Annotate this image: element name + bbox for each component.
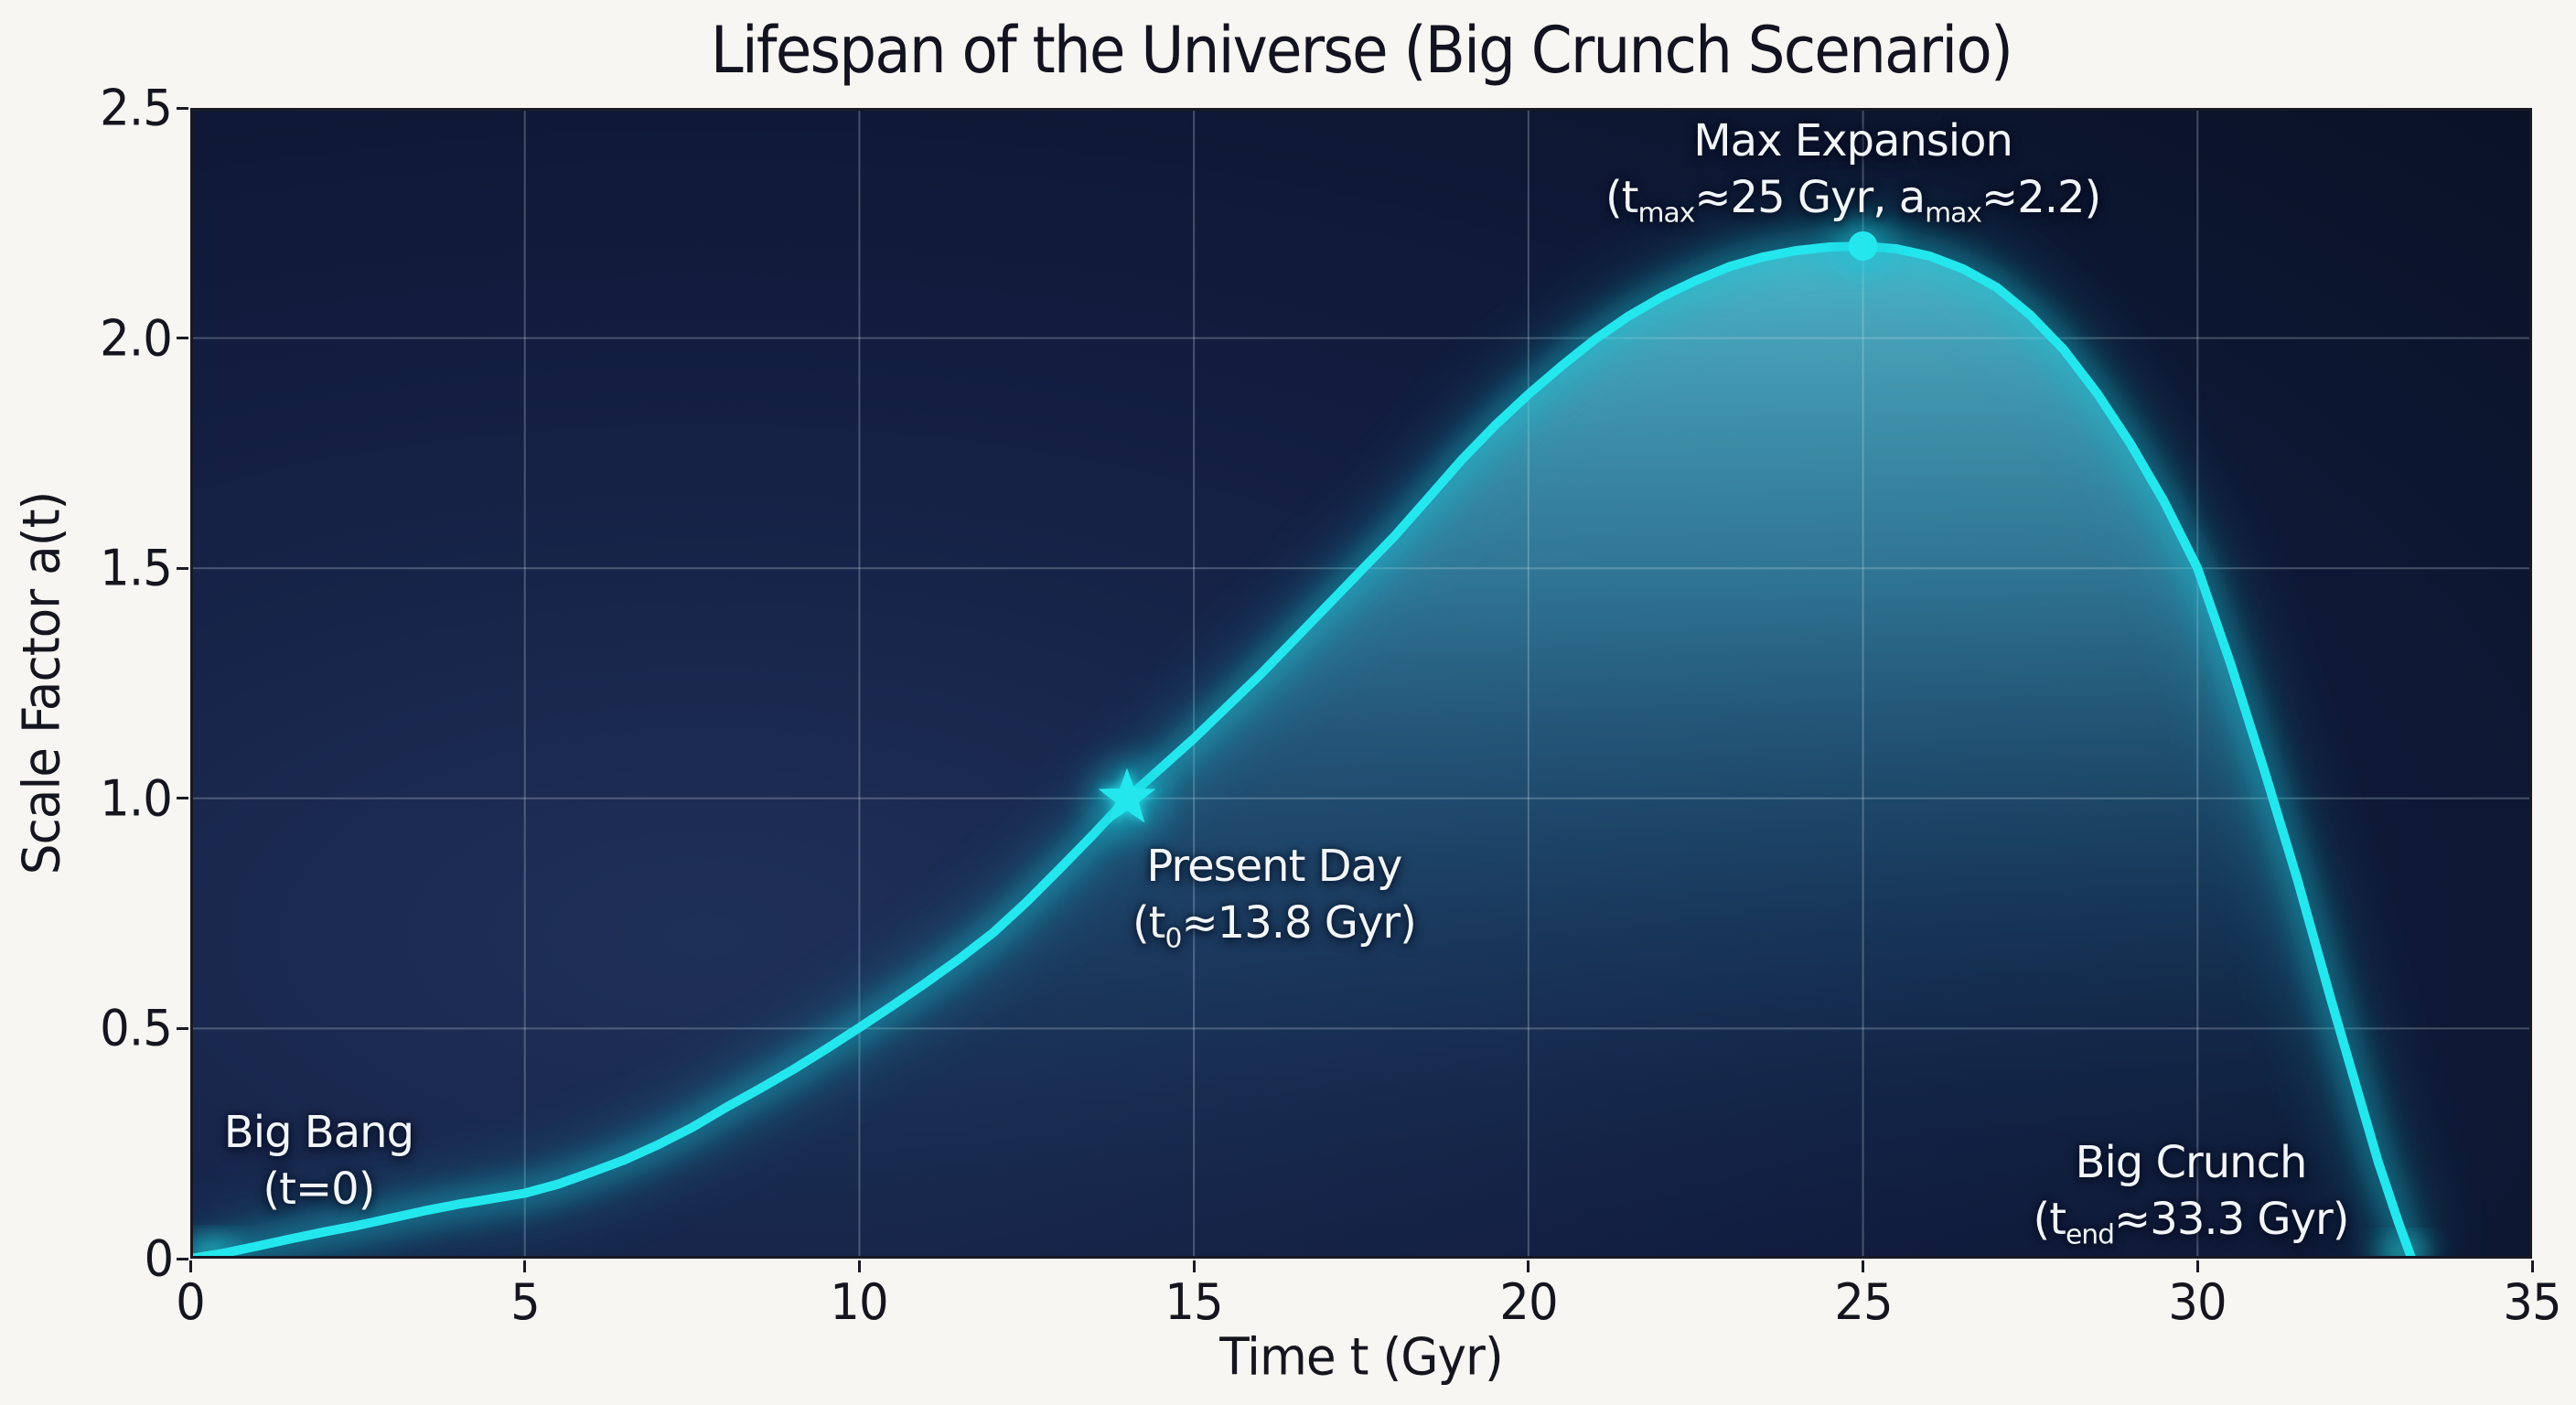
y-tick-mark-1.5 bbox=[177, 566, 188, 570]
x-tick-mark-30 bbox=[2195, 1260, 2199, 1272]
x-tick-mark-0 bbox=[188, 1260, 192, 1272]
annotation-big-bang-line-1: Big Bang bbox=[223, 1107, 414, 1159]
y-tick-label-0.5: 0.5 bbox=[100, 999, 173, 1057]
annotation-max-expansion-line-2: (tmax≈25 Gyr, amax≈2.2) bbox=[1605, 172, 2101, 230]
x-tick-label-30: 30 bbox=[2168, 1273, 2227, 1331]
annotation-max-expansion-line-1: Max Expansion bbox=[1693, 115, 2013, 167]
annotation-present-day-line-2: (t0≈13.8 Gyr) bbox=[1132, 896, 1417, 955]
x-tick-label-25: 25 bbox=[1833, 1273, 1893, 1331]
x-tick-label-20: 20 bbox=[1499, 1273, 1558, 1331]
y-tick-mark-2.5 bbox=[177, 106, 188, 110]
curve-endpoint-glow-1 bbox=[2374, 1243, 2430, 1259]
y-tick-label-1.0: 1.0 bbox=[100, 769, 173, 828]
x-tick-mark-15 bbox=[1192, 1260, 1196, 1272]
annotation-big-crunch-line-1: Big Crunch bbox=[2075, 1137, 2308, 1189]
y-tick-mark-1.0 bbox=[177, 797, 188, 800]
x-tick-mark-5 bbox=[523, 1260, 527, 1272]
y-tick-label-0: 0 bbox=[144, 1229, 174, 1288]
annotation-big-bang-line-2: (t=0) bbox=[263, 1164, 375, 1216]
y-tick-label-2.5: 2.5 bbox=[100, 79, 173, 137]
x-tick-label-0: 0 bbox=[176, 1273, 206, 1331]
chart-svg bbox=[190, 108, 2532, 1259]
x-tick-mark-25 bbox=[1862, 1260, 1865, 1272]
annotation-present-day-line-1: Present Day bbox=[1146, 840, 1402, 892]
max-expansion-dot-marker bbox=[1848, 231, 1878, 261]
curve-endpoint-glow-0 bbox=[190, 1241, 238, 1259]
y-tick-label-2.0: 2.0 bbox=[100, 309, 173, 368]
y-tick-mark-0 bbox=[177, 1257, 188, 1260]
annotation-max-expansion: Max Expansion (tmax≈25 Gyr, amax≈2.2) bbox=[1605, 113, 2101, 242]
y-axis-label: Scale Factor a(t) bbox=[12, 491, 72, 875]
plot-area bbox=[190, 108, 2532, 1259]
x-axis-label: Time t (Gyr) bbox=[1219, 1327, 1504, 1388]
y-tick-label-1.5: 1.5 bbox=[100, 539, 173, 597]
chart-title: Lifespan of the Universe (Big Crunch Sce… bbox=[710, 13, 2013, 88]
x-tick-mark-10 bbox=[857, 1260, 861, 1272]
universe-scale-factor-curve bbox=[190, 241, 2417, 1259]
x-tick-label-5: 5 bbox=[510, 1273, 541, 1331]
x-tick-label-15: 15 bbox=[1165, 1273, 1223, 1331]
y-tick-mark-0.5 bbox=[177, 1026, 188, 1030]
plot-border-spines bbox=[190, 108, 2532, 1259]
x-tick-label-35: 35 bbox=[2503, 1273, 2561, 1331]
present-day-star-marker-core bbox=[1098, 767, 1156, 823]
annotation-present-day: Present Day (t0≈13.8 Gyr) bbox=[1132, 838, 1417, 968]
x-tick-mark-35 bbox=[2530, 1260, 2534, 1272]
x-tick-label-10: 10 bbox=[830, 1273, 889, 1331]
annotation-big-crunch: Big Crunch (tend≈33.3 Gyr) bbox=[2033, 1134, 2349, 1264]
annotation-big-crunch-line-2: (tend≈33.3 Gyr) bbox=[2033, 1194, 2349, 1251]
curve-markers bbox=[190, 214, 2430, 1259]
x-tick-mark-20 bbox=[1527, 1260, 1530, 1272]
under-curve-area-fill bbox=[190, 246, 2412, 1259]
annotation-big-bang: Big Bang (t=0) bbox=[223, 1104, 414, 1217]
y-tick-mark-2.0 bbox=[177, 337, 188, 340]
